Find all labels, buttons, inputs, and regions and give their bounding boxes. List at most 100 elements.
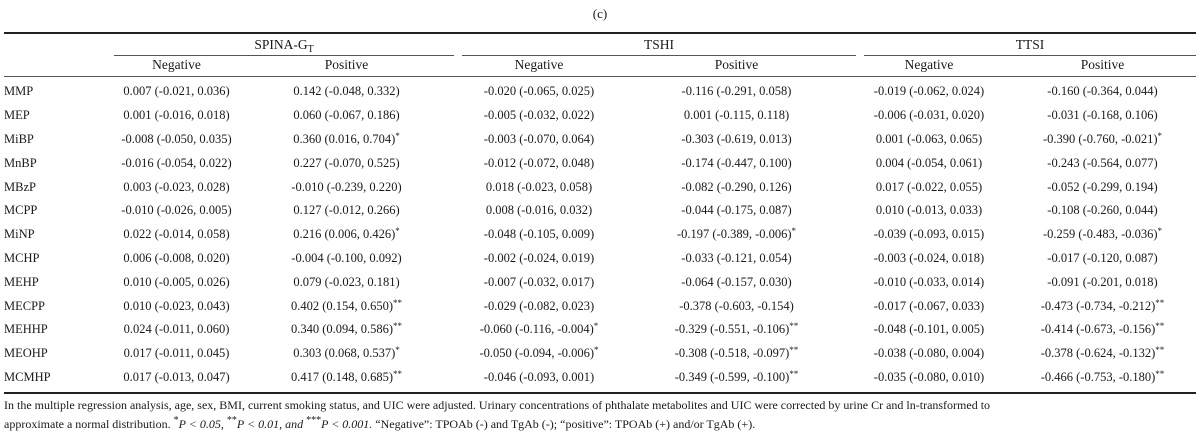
cell-value: 0.017 (-0.013, 0.047) [123, 369, 230, 384]
table-row: MMP 0.007 (-0.021, 0.036) 0.142 (-0.048, 0… [4, 80, 1196, 104]
cell-value: -0.020 (-0.065, 0.025) [483, 84, 595, 99]
cell-value: 0.003 (-0.023, 0.028) [123, 179, 230, 194]
cell-value: -0.243 (-0.564, 0.077) [1047, 155, 1158, 170]
table-top-rule [4, 32, 1196, 34]
significance-mark: * [1157, 130, 1163, 141]
table-cell: 0.360 (0.016, 0.704)* [239, 128, 454, 152]
cell-value: 0.227 (-0.070, 0.525) [293, 155, 400, 170]
table-cell: -0.004 (-0.100, 0.092) [239, 247, 454, 271]
table-cell: -0.378 (-0.603, -0.154) [624, 294, 849, 318]
results-table: MMP 0.007 (-0.021, 0.036) 0.142 (-0.048, 0… [4, 80, 1196, 389]
significance-mark: * [791, 226, 797, 237]
table-cell: -0.052 (-0.299, 0.194) [1009, 175, 1196, 199]
table-cell: -0.046 (-0.093, 0.001) [454, 366, 624, 390]
row-label: MECPP [4, 298, 45, 313]
table-cell: -0.197 (-0.389, -0.006)* [624, 223, 849, 247]
group-header-ttsi-name: TTSI [1015, 37, 1045, 52]
group-header-ttsi-underline [864, 55, 1196, 56]
cell-value: -0.044 (-0.175, 0.087) [681, 203, 792, 218]
cell-value: -0.308 (-0.518, -0.097) [674, 346, 790, 361]
cell-value: 0.006 (-0.008, 0.020) [123, 250, 230, 265]
cell-value: -0.048 (-0.105, 0.009) [483, 227, 595, 242]
significance-mark: * [1157, 226, 1163, 237]
row-label: MCPP [4, 203, 38, 218]
cell-value: 0.060 (-0.067, 0.186) [293, 108, 400, 123]
table-cell: 0.001 (-0.016, 0.018) [114, 104, 239, 128]
group-header-ttsi: TTSI [864, 37, 1196, 56]
table-cell: -0.033 (-0.121, 0.054) [624, 247, 849, 271]
table-cell: 0.018 (-0.023, 0.058) [454, 175, 624, 199]
row-label: MEP [4, 108, 30, 123]
cell-value: -0.029 (-0.082, 0.023) [483, 298, 595, 313]
table-cell: -0.466 (-0.753, -0.180)** [1009, 366, 1196, 390]
cell-value: -0.116 (-0.291, 0.058) [681, 84, 792, 99]
subheader-tshi-negative: Negative [514, 57, 564, 72]
footnote-line2-start: approximate a normal distribution. [4, 417, 171, 431]
table-cell: -0.010 (-0.239, 0.220) [239, 175, 454, 199]
table-cell: 0.402 (0.154, 0.650)** [239, 294, 454, 318]
significance-mark: ** [393, 297, 403, 308]
table-cell: 0.010 (-0.013, 0.033) [849, 199, 1009, 223]
footnote-sig3-mark: *** [306, 415, 322, 426]
table-cell: -0.017 (-0.120, 0.087) [1009, 247, 1196, 271]
cell-value: 0.018 (-0.023, 0.058) [485, 179, 593, 194]
significance-mark: ** [1155, 345, 1165, 356]
cell-value: 0.017 (-0.022, 0.055) [875, 179, 983, 194]
table-cell: -0.390 (-0.760, -0.021)* [1009, 128, 1196, 152]
significance-mark: ** [1155, 297, 1165, 308]
table-cell: -0.160 (-0.364, 0.044) [1009, 80, 1196, 104]
table-cell: -0.044 (-0.175, 0.087) [624, 199, 849, 223]
table-row: MEP 0.001 (-0.016, 0.018) 0.060 (-0.067, 0… [4, 104, 1196, 128]
table-row: MEOHP 0.017 (-0.011, 0.045) 0.303 (0.068, … [4, 342, 1196, 366]
cell-value: -0.003 (-0.024, 0.018) [873, 250, 985, 265]
table-cell: -0.091 (-0.201, 0.018) [1009, 270, 1196, 294]
table-cell: -0.048 (-0.105, 0.009) [454, 223, 624, 247]
table-cell: -0.048 (-0.101, 0.005) [849, 318, 1009, 342]
cell-value: -0.017 (-0.067, 0.033) [873, 298, 985, 313]
cell-value: -0.108 (-0.260, 0.044) [1047, 203, 1158, 218]
cell-value: -0.007 (-0.032, 0.017) [483, 274, 595, 289]
table-bottom-rule [4, 392, 1196, 394]
cell-value: 0.001 (-0.115, 0.118) [683, 108, 790, 123]
table-cell: 0.303 (0.068, 0.537)* [239, 342, 454, 366]
table-row: MnBP -0.016 (-0.054, 0.022) 0.227 (-0.070,… [4, 151, 1196, 175]
footnote-line1: In the multiple regression analysis, age… [4, 398, 991, 412]
cell-value: -0.019 (-0.062, 0.024) [873, 84, 985, 99]
table-cell: 0.017 (-0.013, 0.047) [114, 366, 239, 390]
cell-value: 0.340 (0.094, 0.586) [290, 322, 394, 337]
cell-value: -0.031 (-0.168, 0.106) [1047, 108, 1158, 123]
subheader-ttsi-negative: Negative [904, 57, 954, 72]
table-cell: -0.029 (-0.082, 0.023) [454, 294, 624, 318]
cell-value: -0.050 (-0.094, -0.006) [479, 346, 595, 361]
cell-value: 0.007 (-0.021, 0.036) [123, 84, 230, 99]
group-header-tshi-underline [462, 55, 856, 56]
table-cell: 0.127 (-0.012, 0.266) [239, 199, 454, 223]
cell-value: 0.010 (-0.005, 0.026) [123, 274, 230, 289]
row-label: MCMHP [4, 369, 51, 384]
table-cell: -0.050 (-0.094, -0.006)* [454, 342, 624, 366]
cell-value: 0.417 (0.148, 0.685) [290, 369, 394, 384]
cell-value: 0.216 (0.006, 0.426) [293, 227, 396, 242]
cell-value: -0.378 (-0.603, -0.154) [679, 298, 794, 313]
cell-value: 0.360 (0.016, 0.704) [293, 131, 396, 146]
table-cell: 0.010 (-0.005, 0.026) [114, 270, 239, 294]
cell-value: -0.160 (-0.364, 0.044) [1047, 84, 1158, 99]
cell-value: -0.010 (-0.033, 0.014) [873, 274, 985, 289]
table-row: MEHP 0.010 (-0.005, 0.026) 0.079 (-0.023, … [4, 270, 1196, 294]
significance-mark: ** [789, 368, 799, 379]
subheader-spina-positive: Positive [324, 57, 369, 72]
table-cell: 0.216 (0.006, 0.426)* [239, 223, 454, 247]
table-row: MECPP 0.010 (-0.023, 0.043) 0.402 (0.154, … [4, 294, 1196, 318]
cell-value: -0.033 (-0.121, 0.054) [681, 250, 792, 265]
cell-value: 0.127 (-0.012, 0.266) [293, 203, 400, 218]
footnote-sig2-text: P < 0.01, and [236, 417, 304, 431]
row-label: MBzP [4, 179, 36, 194]
table-cell: -0.010 (-0.026, 0.005) [114, 199, 239, 223]
cell-value: -0.003 (-0.070, 0.064) [483, 131, 595, 146]
table-cell: 0.001 (-0.063, 0.065) [849, 128, 1009, 152]
cell-value: -0.005 (-0.032, 0.022) [483, 108, 595, 123]
footnote-sig1-text: P < 0.05, [178, 417, 224, 431]
significance-mark: * [395, 130, 400, 141]
cell-value: -0.259 (-0.483, -0.036) [1042, 227, 1158, 242]
cell-value: 0.022 (-0.014, 0.058) [123, 227, 230, 242]
